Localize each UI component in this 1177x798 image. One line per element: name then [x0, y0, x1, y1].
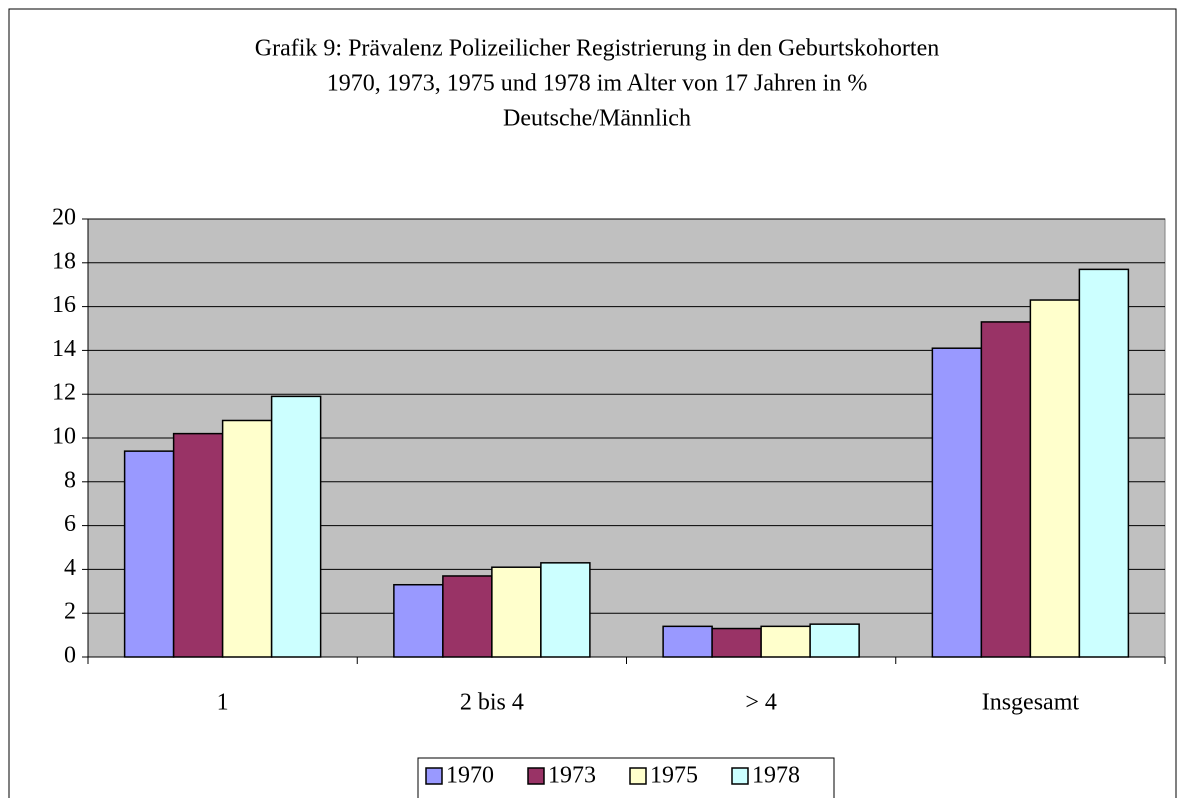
- bar: [270, 395, 322, 658]
- legend-box: [417, 757, 835, 798]
- bar: [760, 625, 811, 658]
- bar: [931, 347, 983, 658]
- y-tick-label: 12: [52, 380, 76, 406]
- y-tick-label: 14: [52, 336, 76, 362]
- x-tick-label: 2 bis 4: [460, 690, 524, 716]
- legend-label: 1975: [650, 763, 698, 789]
- y-tick-label: 18: [52, 248, 76, 274]
- bar: [1078, 268, 1130, 658]
- bar: [221, 419, 273, 658]
- bar: [442, 575, 493, 658]
- legend-swatch: [425, 767, 443, 785]
- y-tick-label: 20: [52, 205, 76, 231]
- legend-label: 1978: [752, 763, 800, 789]
- bar: [711, 627, 762, 658]
- legend-swatch: [527, 767, 545, 785]
- chart-title: 1970, 1973, 1975 und 1978 im Alter von 1…: [327, 71, 868, 97]
- bar: [393, 583, 444, 658]
- bar: [172, 432, 224, 658]
- bar: [540, 562, 591, 658]
- chart-title: Deutsche/Männlich: [503, 106, 691, 132]
- y-tick-label: 16: [52, 292, 76, 318]
- y-tick-label: 4: [64, 555, 76, 581]
- bar: [123, 450, 175, 658]
- y-tick-label: 0: [64, 643, 76, 669]
- bar: [809, 623, 860, 658]
- y-tick-label: 8: [64, 467, 76, 493]
- bar: [491, 566, 542, 658]
- y-tick-label: 10: [52, 424, 76, 450]
- y-tick-label: 2: [64, 599, 76, 625]
- x-tick-label: > 4: [745, 690, 777, 716]
- x-tick-label: Insgesamt: [982, 690, 1080, 716]
- legend-label: 1973: [548, 763, 596, 789]
- bar: [980, 321, 1032, 658]
- y-tick-label: 6: [64, 511, 76, 537]
- bar: [1029, 299, 1081, 658]
- bar: [662, 625, 713, 658]
- legend-label: 1970: [446, 763, 494, 789]
- chart-title: Grafik 9: Prävalenz Polizeilicher Regist…: [255, 36, 939, 62]
- legend-swatch: [731, 767, 749, 785]
- legend-swatch: [629, 767, 647, 785]
- x-tick-label: 1: [217, 690, 229, 716]
